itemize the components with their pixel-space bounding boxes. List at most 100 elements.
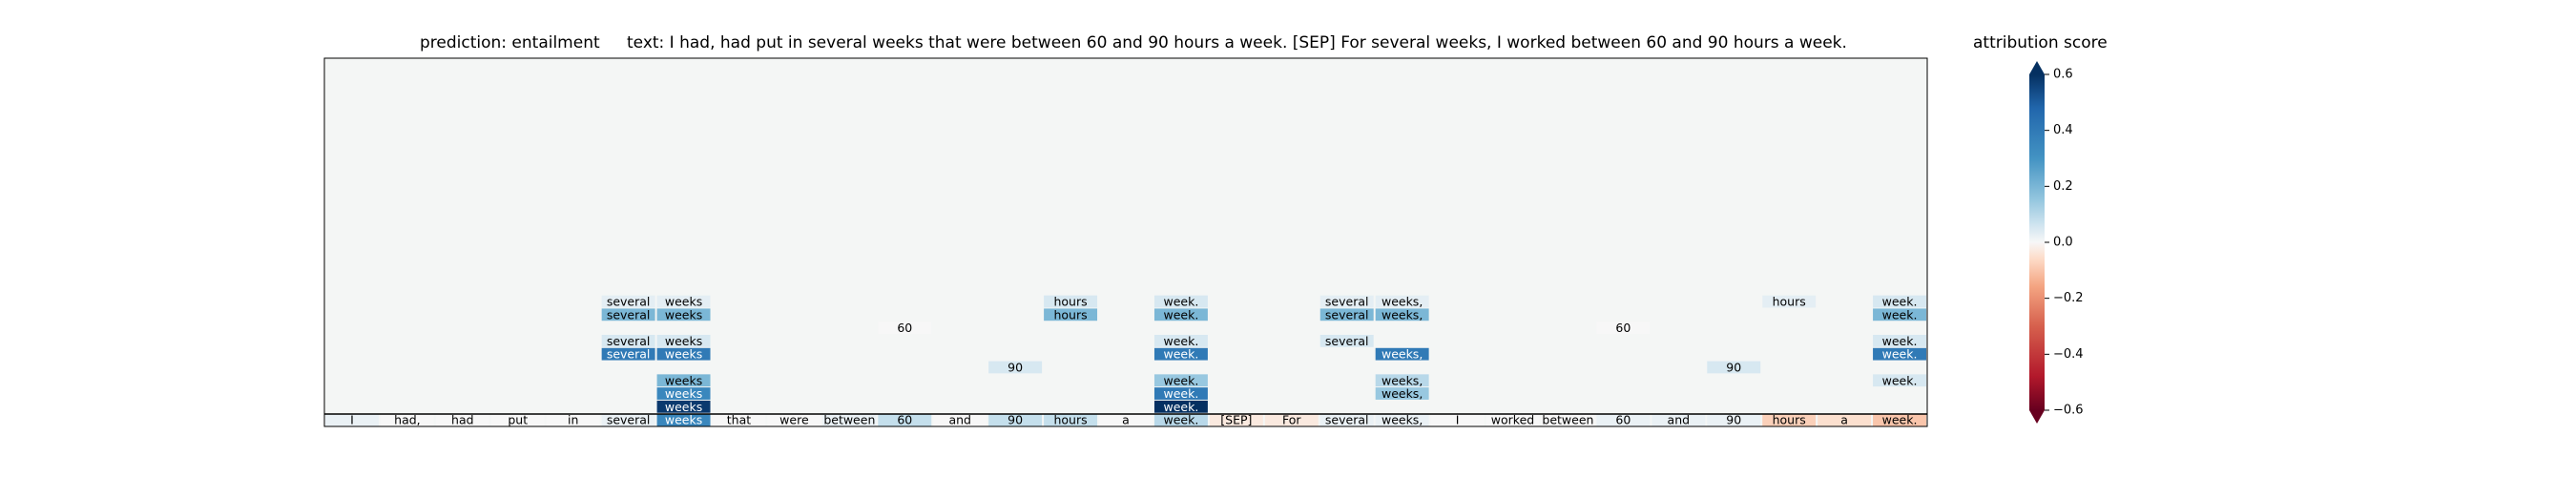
input-token: I [1456, 413, 1460, 427]
input-token-cell [1264, 413, 1319, 426]
input-token-cell [1541, 413, 1595, 426]
token-label-cell [1319, 295, 1374, 308]
input-token-cell [1707, 413, 1761, 426]
token-label: several [1325, 307, 1369, 321]
colorbar-gradient [2029, 74, 2045, 410]
token-label-cell [1044, 308, 1098, 321]
token-label: hours [1053, 307, 1087, 321]
token-label: weeks, [1381, 373, 1423, 387]
token-label-cell [1762, 295, 1817, 308]
token-label: weeks [665, 307, 702, 321]
token-label-cell [1319, 308, 1374, 321]
token-label: week. [1164, 295, 1199, 309]
token-label: weeks, [1381, 307, 1423, 321]
token-label: several [607, 334, 651, 348]
heatmap-background [324, 58, 1927, 426]
input-token: 90 [1008, 413, 1023, 427]
input-token-cell [1319, 413, 1374, 426]
input-token-cell [1044, 413, 1098, 426]
input-token: several [607, 413, 651, 427]
token-label: weeks, [1381, 347, 1423, 362]
input-token: weeks [665, 413, 702, 427]
token-label-cell [878, 321, 932, 334]
token-label-cell [1153, 335, 1208, 347]
input-token: had, [394, 413, 421, 427]
token-label: several [607, 295, 651, 309]
input-token: between [1542, 413, 1593, 427]
text-title: text: I had, had put in several weeks th… [627, 33, 1847, 52]
token-label: 90 [1008, 360, 1023, 374]
colorbar-tick-label: 0.4 [2053, 123, 2073, 137]
token-label-cell [1375, 387, 1429, 400]
token-label: several [607, 307, 651, 321]
input-token: put [508, 413, 528, 427]
input-token: For [1282, 413, 1301, 427]
input-token-cell [1153, 413, 1208, 426]
token-label-cell [1153, 400, 1208, 413]
token-label: hours [1773, 295, 1806, 309]
colorbar-label: attribution score [1973, 33, 2108, 52]
input-token: weeks, [1381, 413, 1423, 427]
input-token-cell [933, 413, 987, 426]
input-token-cell [1430, 413, 1485, 426]
input-token-cell [1818, 413, 1872, 426]
colorbar: 0.6 0.4 0.2 0.0 −0.2 −0.4 −0.6 [2029, 61, 2084, 424]
input-token-cell [1762, 413, 1817, 426]
token-label: week. [1882, 373, 1918, 387]
token-label: weeks [665, 386, 702, 401]
token-label-cell [656, 387, 711, 400]
input-token: and [1668, 413, 1691, 427]
token-label-cell [601, 347, 655, 361]
token-label-cell [656, 374, 711, 387]
prediction-title: prediction: entailment [420, 33, 600, 52]
input-token-cell [822, 413, 877, 426]
token-label-cell [1873, 347, 1926, 361]
input-token-cell [767, 413, 821, 426]
input-token-cell [1375, 413, 1429, 426]
input-token-cell [712, 413, 766, 426]
colorbar-tick-label: 0.6 [2053, 68, 2073, 82]
token-label-cell [988, 361, 1043, 374]
input-token: a [1840, 413, 1848, 427]
colorbar-bottom-extend [2029, 410, 2045, 424]
input-token-cell [1652, 413, 1706, 426]
token-label-cell [1707, 361, 1761, 374]
input-token: I [350, 413, 354, 427]
token-label: weeks, [1381, 386, 1423, 401]
token-label: week. [1882, 307, 1918, 321]
token-label-cell [1153, 387, 1208, 400]
input-token-cell [546, 413, 600, 426]
token-label-cell [601, 295, 655, 308]
token-label-cell [1873, 335, 1926, 347]
token-label: hours [1053, 295, 1087, 309]
token-label-cell [601, 308, 655, 321]
token-label: week. [1164, 307, 1199, 321]
input-token: between [823, 413, 875, 427]
input-token-cell [1485, 413, 1540, 426]
input-token-cell [1099, 413, 1153, 426]
input-token-cell [435, 413, 489, 426]
token-label-cell [1375, 308, 1429, 321]
token-label-cell [601, 335, 655, 347]
token-label-cell [656, 347, 711, 361]
input-token: week. [1882, 413, 1918, 427]
input-token-cell [1873, 413, 1926, 426]
token-label-cell [1375, 347, 1429, 361]
token-label-cell [1375, 295, 1429, 308]
token-label-cell [656, 335, 711, 347]
plot-frame [323, 57, 1928, 427]
heatmap-cells [325, 295, 1926, 426]
input-token: were [779, 413, 809, 427]
token-label: week. [1164, 386, 1199, 401]
token-label: week. [1164, 373, 1199, 387]
input-token: worked [1491, 413, 1534, 427]
input-token: several [1325, 413, 1369, 427]
token-label-cell [1375, 374, 1429, 387]
token-label-cell [1044, 295, 1098, 308]
token-label: week. [1164, 400, 1199, 414]
token-label: weeks [665, 400, 702, 414]
token-label: weeks [665, 334, 702, 348]
input-token: a [1122, 413, 1130, 427]
input-token: week. [1164, 413, 1199, 427]
token-label: week. [1882, 295, 1918, 309]
